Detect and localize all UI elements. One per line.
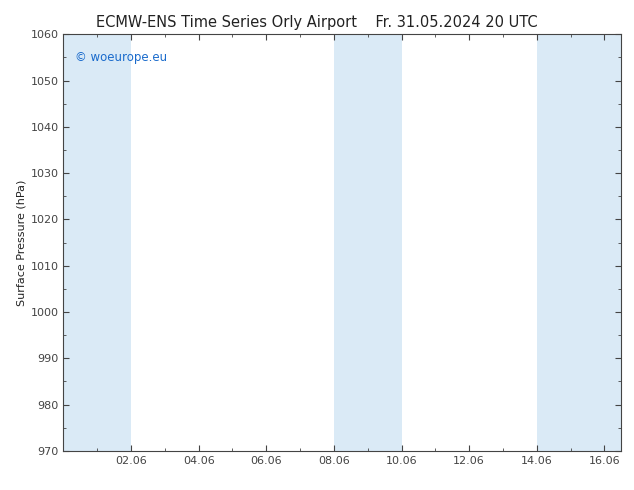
Text: © woeurope.eu: © woeurope.eu — [75, 51, 167, 64]
Bar — [537, 34, 621, 451]
Bar — [63, 34, 131, 451]
Bar — [334, 34, 401, 451]
Y-axis label: Surface Pressure (hPa): Surface Pressure (hPa) — [16, 179, 26, 306]
Text: ECMW-ENS Time Series Orly Airport    Fr. 31.05.2024 20 UTC: ECMW-ENS Time Series Orly Airport Fr. 31… — [96, 15, 538, 30]
